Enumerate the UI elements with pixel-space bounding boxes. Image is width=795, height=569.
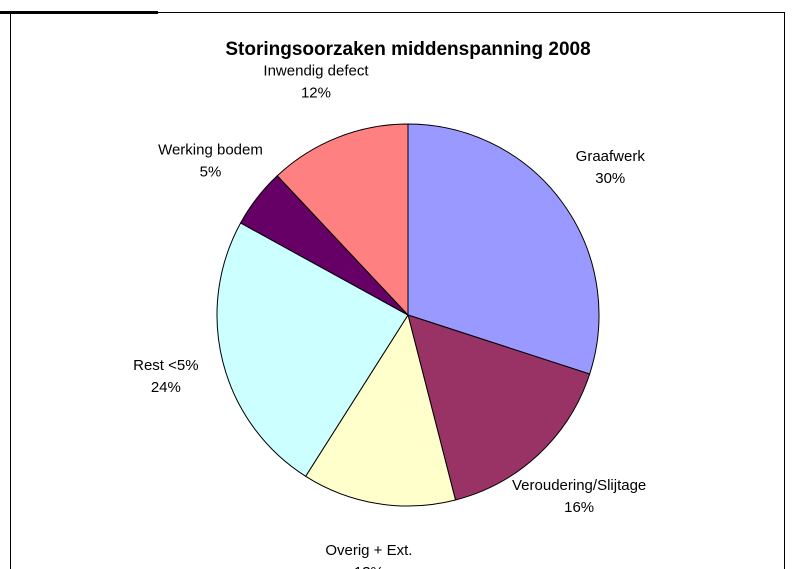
slice-category-label: Rest <5% bbox=[133, 357, 198, 374]
slice-value-label: 12% bbox=[301, 85, 331, 102]
slice-category-label: Veroudering/Slijtage bbox=[512, 477, 646, 494]
pie-slice bbox=[407, 314, 591, 501]
pie-slice bbox=[407, 123, 600, 375]
slice-value-label: 24% bbox=[151, 379, 181, 396]
pie-slice bbox=[276, 123, 409, 317]
slice-category-label: Overig + Ext. bbox=[325, 542, 412, 559]
chart-title: Storingsoorzaken middenspanning 2008 bbox=[225, 39, 590, 60]
slice-value-label: 5% bbox=[200, 164, 222, 181]
pie-slice bbox=[216, 222, 409, 477]
slice-value-label: 16% bbox=[564, 499, 594, 516]
slice-category-label: Graafwerk bbox=[576, 148, 646, 165]
slice-category-label: Inwendig defect bbox=[263, 63, 369, 80]
pie-slice bbox=[304, 313, 457, 507]
slice-value-label: 30% bbox=[595, 170, 625, 187]
slice-value-label: 13% bbox=[354, 564, 384, 569]
chart-frame bbox=[10, 12, 785, 569]
slice-category-label: Werking bodem bbox=[158, 142, 263, 159]
